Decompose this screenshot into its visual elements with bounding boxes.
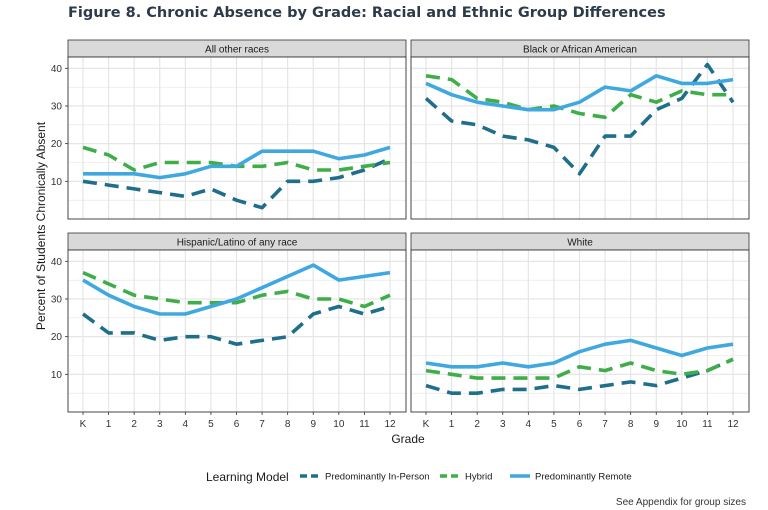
- facet-2-xtick-label: 1: [106, 419, 112, 430]
- facet-1-series-in-person: [424, 62, 735, 176]
- facet-3-xtick-label: 4: [526, 419, 532, 430]
- facet-3-series-hybrid: [425, 357, 734, 380]
- facet-0-ytick-label: 40: [51, 64, 63, 75]
- facet-2-xtick-label: 6: [234, 419, 240, 430]
- facet-2-label: Hispanic/Latino of any race: [177, 238, 298, 249]
- legend-label-in-person: Predominantly In-Person: [325, 472, 430, 483]
- legend-label-remote: Predominantly Remote: [535, 472, 632, 483]
- facet-2-series-in-person: [81, 304, 391, 346]
- facet-2-ytick-label: 40: [51, 257, 63, 268]
- facet-2-xtick-label: 4: [183, 419, 189, 430]
- facet-3-xtick-label: 11: [702, 419, 713, 430]
- facet-2-xtick-label: 10: [333, 419, 345, 430]
- facet-3-series-remote: [425, 338, 734, 369]
- facet-1-label: Black or African American: [523, 45, 637, 56]
- footnote: See Appendix for group sizes: [615, 497, 746, 508]
- facet-3-xtick-label: 9: [653, 419, 659, 430]
- facet-1-series-remote: [425, 74, 734, 112]
- facet-2-series-remote: [82, 263, 391, 316]
- facet-0-series-in-person: [82, 157, 391, 210]
- facet-3-xtick-label: K: [423, 419, 430, 430]
- facet-2-series-hybrid: [82, 270, 391, 309]
- y-axis-title: Percent of Students Chronically Absent: [34, 121, 48, 330]
- facet-0-label: All other races: [205, 45, 269, 56]
- legend-label-hybrid: Hybrid: [465, 472, 492, 483]
- facet-2-xtick-label: 9: [310, 419, 316, 430]
- facet-2-border: [67, 249, 407, 413]
- facet-2-ytick-label: 20: [51, 332, 63, 343]
- x-axis-title: Grade: [391, 432, 425, 446]
- facet-0-series-remote: [83, 145, 391, 180]
- facet-3-xtick-label: 2: [474, 419, 480, 430]
- facet-3-xtick-label: 6: [577, 419, 583, 430]
- facet-0-ytick-label: 30: [51, 101, 63, 112]
- facet-3-label: White: [567, 238, 593, 249]
- facet-2-xtick-label: 3: [157, 419, 163, 430]
- facet-0-border: [67, 56, 407, 220]
- facet-3-xtick-label: 7: [602, 419, 608, 430]
- facet-2-xtick-label: 12: [384, 419, 396, 430]
- facet-3-xtick-label: 1: [449, 419, 455, 430]
- facet-2-ytick-label: 30: [51, 294, 63, 305]
- facet-1-series-hybrid: [425, 74, 733, 120]
- facet-2-xtick-label: 7: [259, 419, 265, 430]
- facet-2-xtick-label: 8: [285, 419, 291, 430]
- facet-3-xtick-label: 5: [551, 419, 557, 430]
- facet-3-series-in-person: [425, 357, 734, 395]
- facet-2-xtick-label: 2: [131, 419, 137, 430]
- facet-3-border: [410, 249, 750, 413]
- facet-2-xtick-label: K: [80, 419, 87, 430]
- facet-2-ytick-label: 10: [51, 370, 63, 381]
- facet-2-xtick-label: 5: [208, 419, 214, 430]
- facet-3-xtick-label: 3: [500, 419, 506, 430]
- facet-3-xtick-label: 10: [676, 419, 688, 430]
- facet-3-xtick-label: 8: [628, 419, 634, 430]
- facet-0-ytick-label: 20: [51, 139, 63, 150]
- facet-1-border: [410, 56, 750, 220]
- figure-title: Figure 8. Chronic Absence by Grade: Raci…: [68, 5, 666, 21]
- legend-title: Learning Model: [206, 470, 289, 484]
- facet-3-xtick-label: 12: [727, 419, 739, 430]
- facet-0-ytick-label: 10: [51, 177, 63, 188]
- facet-2-xtick-label: 11: [359, 419, 370, 430]
